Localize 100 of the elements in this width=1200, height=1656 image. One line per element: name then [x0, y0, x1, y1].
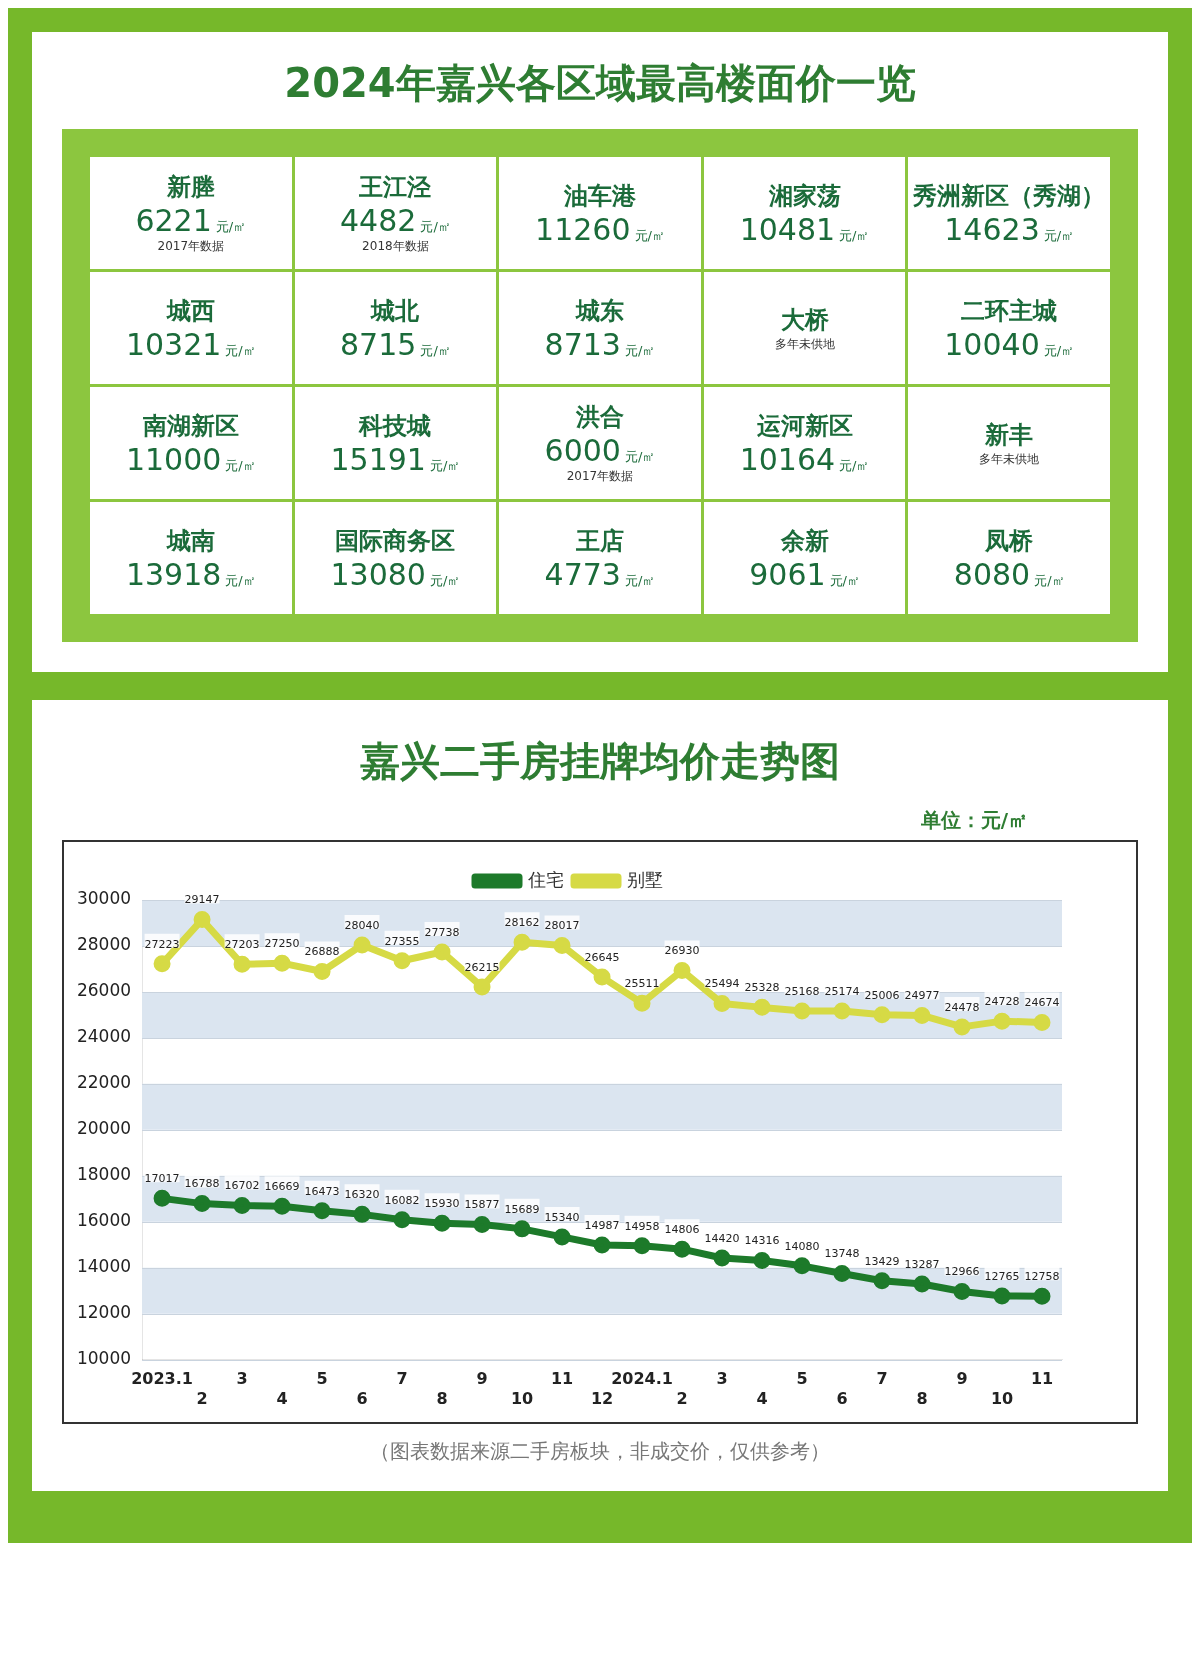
- y-tick-label: 28000: [76, 934, 132, 955]
- y-tick-label: 14000: [76, 1256, 132, 1277]
- data-label: 26215: [464, 960, 500, 974]
- category-label: 城北: [371, 295, 420, 327]
- data-label: 14316: [744, 1234, 780, 1248]
- x-tick-label: 5: [796, 1369, 808, 1389]
- text: 元/㎡: [839, 227, 870, 243]
- data-label: 13429: [864, 1254, 900, 1268]
- data-label: 26645: [584, 950, 620, 964]
- x-tick-label: 2: [196, 1388, 208, 1408]
- data-label: 14080: [784, 1239, 820, 1253]
- category-label: 洪合: [575, 402, 624, 433]
- category-label: 科技城: [359, 410, 432, 442]
- data-label: 28162: [504, 916, 540, 930]
- data-label: 15930: [424, 1197, 460, 1211]
- data-label: 24478: [944, 1000, 980, 1014]
- data-label: 24674: [1024, 996, 1060, 1010]
- data-label: 8715: [340, 326, 417, 362]
- data-label: 9061: [749, 556, 826, 592]
- text: 元/㎡: [839, 457, 870, 473]
- category-label: 余新: [780, 525, 829, 557]
- text: 元/㎡: [624, 342, 656, 358]
- y-tick-label: 12000: [76, 1302, 132, 1323]
- data-label: 25174: [824, 984, 860, 998]
- text: 多年未供地: [774, 336, 835, 351]
- x-tick-label: 3: [716, 1369, 728, 1389]
- data-label: 25328: [744, 981, 780, 995]
- data-label: 10040: [944, 326, 1040, 362]
- data-label: 13080: [330, 556, 426, 592]
- text: 元/㎡: [1034, 572, 1065, 588]
- text: 元/㎡: [624, 449, 656, 464]
- data-label: 16669: [264, 1180, 300, 1194]
- x-tick-label: 10: [510, 1388, 534, 1408]
- data-label: 25168: [784, 984, 820, 998]
- text: 2018年数据: [362, 239, 429, 253]
- x-tick-label: 7: [396, 1369, 408, 1389]
- x-tick-label: 8: [916, 1388, 928, 1408]
- data-label: 10164: [739, 441, 836, 477]
- data-label: 16320: [344, 1188, 380, 1202]
- data-label: 27250: [264, 937, 300, 951]
- category-label: 二环主城: [961, 295, 1058, 327]
- category-label: 湘家荡: [768, 180, 841, 212]
- y-axis-title: 单位：元/㎡: [919, 807, 1029, 834]
- y-tick-label: 10000: [76, 1348, 132, 1369]
- y-tick-label: 18000: [76, 1164, 132, 1185]
- data-label: 6000: [544, 433, 621, 468]
- data-label: 15191: [330, 441, 426, 477]
- category-label: 国际商务区: [335, 525, 456, 557]
- data-label: 24728: [984, 995, 1020, 1009]
- data-label: 12758: [1024, 1270, 1060, 1284]
- category-label: 运河新区: [756, 410, 853, 442]
- x-tick-label: 2023.1: [131, 1369, 193, 1389]
- data-label: 27223: [144, 937, 180, 951]
- x-tick-label: 11: [550, 1369, 574, 1389]
- text: 2017年数据: [157, 239, 225, 253]
- data-label: 28017: [544, 919, 580, 933]
- text: 元/㎡: [225, 572, 256, 588]
- chart-title: 嘉兴二手房挂牌均价走势图: [359, 737, 841, 786]
- text: 元/㎡: [429, 572, 461, 588]
- text: 多年未供地: [979, 451, 1040, 466]
- data-label: 14987: [584, 1218, 620, 1232]
- data-label: 8080: [953, 556, 1031, 592]
- text: 元/㎡: [215, 219, 247, 234]
- y-tick-label: 24000: [76, 1026, 132, 1047]
- text: 2017年数据: [566, 469, 634, 483]
- category-label: 凤桥: [985, 525, 1034, 557]
- category-label: 城南: [166, 525, 215, 557]
- text: 元/㎡: [1043, 342, 1075, 358]
- category-label: 城西: [166, 295, 215, 327]
- data-label: 12966: [944, 1265, 980, 1279]
- x-tick-label: 2: [676, 1388, 688, 1408]
- x-tick-label: 5: [316, 1369, 328, 1389]
- x-tick-label: 10: [990, 1388, 1014, 1408]
- text: 元/㎡: [420, 219, 451, 234]
- data-label: 10481: [739, 211, 836, 247]
- text: 元/㎡: [829, 572, 860, 588]
- data-label: 11000: [125, 441, 222, 477]
- category-label: 王江泾: [359, 172, 432, 203]
- data-label: 27738: [424, 925, 460, 939]
- data-label: 27203: [224, 938, 260, 952]
- x-tick-label: 9: [956, 1369, 968, 1389]
- text: （图表数据来源二手房板块，非成交价，仅供参考）: [369, 1438, 831, 1465]
- data-label: 15877: [464, 1198, 500, 1212]
- data-label: 16473: [304, 1184, 340, 1198]
- data-label: 28040: [344, 918, 380, 932]
- legend-label: 住宅: [527, 868, 564, 890]
- text: 元/㎡: [225, 342, 256, 358]
- text: 元/㎡: [429, 457, 461, 473]
- data-label: 14958: [624, 1219, 660, 1233]
- text: 元/㎡: [624, 572, 656, 588]
- y-tick-label: 26000: [76, 980, 132, 1001]
- data-label: 26888: [304, 945, 340, 959]
- data-label: 4482: [340, 203, 417, 238]
- data-label: 15689: [504, 1202, 540, 1216]
- data-label: 15340: [544, 1210, 580, 1224]
- category-label: 新丰: [985, 419, 1034, 451]
- x-tick-label: 9: [476, 1369, 488, 1389]
- data-label: 24977: [904, 989, 940, 1003]
- data-label: 14806: [664, 1223, 700, 1237]
- category-label: 新塍: [166, 172, 215, 203]
